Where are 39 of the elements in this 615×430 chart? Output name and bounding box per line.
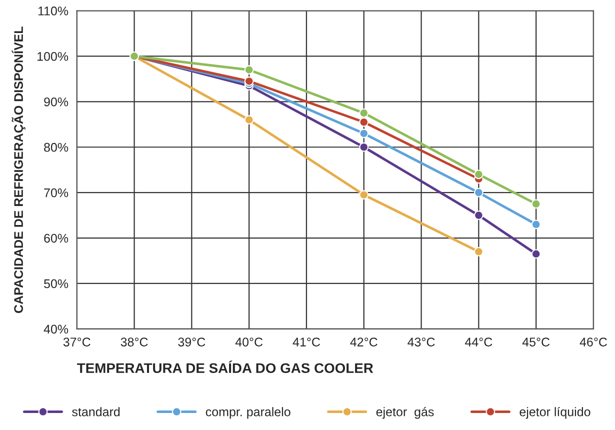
point [359, 190, 369, 200]
x-tick-label: 41°C [292, 338, 320, 346]
point [531, 220, 541, 230]
y-tick-label: 60% [44, 234, 68, 243]
x-tick-label: 37°C [63, 338, 90, 346]
x-axis-title: TEMPERATURA DE SAÍDA DO GAS COOLER [77, 360, 374, 374]
x-tick-label: 38°C [120, 338, 148, 346]
y-tick-label: 80% [44, 142, 68, 152]
x-tick-label: 40°C [235, 338, 263, 346]
x-tick-label: 46°C [580, 338, 607, 346]
y-tick-label: 90% [44, 97, 68, 106]
point [244, 65, 254, 75]
point [531, 249, 541, 259]
point [474, 210, 484, 220]
point [359, 128, 369, 138]
point [474, 188, 484, 198]
x-tick-label: 44°C [465, 338, 492, 346]
legend-label: compr. paralelo [206, 407, 290, 419]
y-tick-label: 100% [38, 52, 68, 61]
legend-label: ejetor gás [376, 406, 434, 419]
point [359, 108, 369, 118]
y-tick-label: 40% [44, 324, 68, 334]
x-tick-label: 39°C [178, 338, 206, 346]
y-axis-title: CAPACIDADE DE REFRIGERAÇÃO DISPONÍVEL [12, 26, 26, 313]
point [474, 246, 484, 256]
y-tick-label: 110% [38, 6, 68, 16]
point [359, 117, 369, 127]
point [359, 142, 369, 152]
x-tick-label: 43°C [408, 338, 435, 346]
legend-label: ejetor líquido [520, 406, 590, 419]
y-tick-label: 50% [44, 279, 68, 288]
x-tick-label: 42°C [350, 338, 378, 346]
legend-label: standard [72, 407, 120, 416]
point [531, 199, 541, 209]
point [474, 170, 484, 180]
x-tick-label: 45°C [522, 338, 550, 346]
point [244, 76, 254, 86]
point [244, 115, 254, 125]
y-tick-label: 70% [44, 188, 68, 198]
